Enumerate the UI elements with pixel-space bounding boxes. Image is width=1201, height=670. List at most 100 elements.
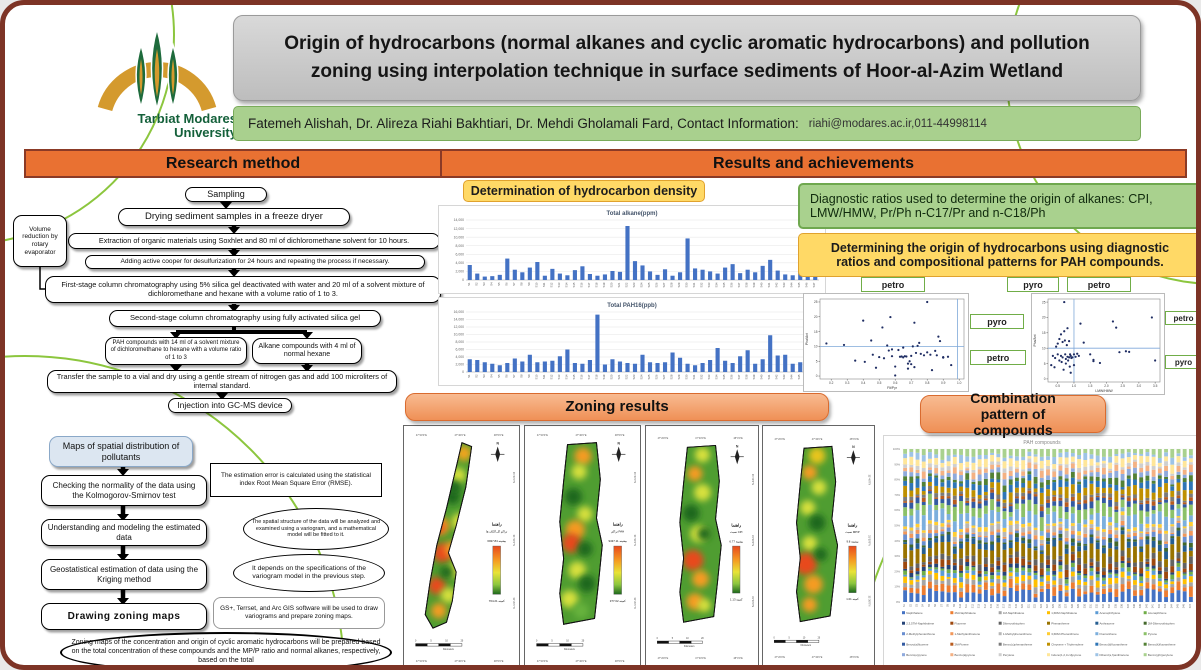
total-pah16-chart: Total PAH16(ppb) 0 2,000 4,000 6,000 8,000 10,… bbox=[454, 303, 819, 379]
svg-text:0: 0 bbox=[816, 374, 818, 378]
svg-text:S22: S22 bbox=[624, 374, 628, 379]
scatter1-panel: 0.2 0.3 0.4 0.5 0.6 0.7 0.8 0.9 1.0 0 5 10 15 20 25 Flt… bbox=[803, 293, 969, 392]
svg-text:S24: S24 bbox=[640, 374, 644, 379]
svg-text:S3: S3 bbox=[482, 374, 486, 378]
svg-text:0: 0 bbox=[462, 278, 464, 282]
svg-text:20: 20 bbox=[582, 641, 585, 643]
svg-text:2M-Dibenzothiophen: 2M-Dibenzothiophen bbox=[1148, 622, 1175, 626]
svg-text:S10: S10 bbox=[959, 603, 962, 608]
svg-text:Kilometers: Kilometers bbox=[801, 644, 812, 647]
svg-text:S19: S19 bbox=[602, 374, 606, 379]
svg-text:70%: 70% bbox=[894, 493, 900, 497]
svg-text:Benzo(a)pyrene: Benzo(a)pyrene bbox=[955, 653, 976, 657]
svg-text:کمینه 764.21: کمینه 764.21 bbox=[489, 599, 506, 603]
svg-text:5: 5 bbox=[430, 641, 432, 643]
svg-text:47°40'0"E: 47°40'0"E bbox=[455, 434, 466, 437]
svg-text:S16: S16 bbox=[579, 282, 583, 287]
flow-extraction: Extraction of organic materials using So… bbox=[68, 233, 440, 249]
svg-text:0: 0 bbox=[1044, 377, 1046, 381]
svg-text:48°0'0"E: 48°0'0"E bbox=[733, 437, 743, 440]
svg-text:S11: S11 bbox=[542, 374, 546, 379]
svg-text:S12: S12 bbox=[971, 603, 974, 608]
svg-text:47°40'0"E: 47°40'0"E bbox=[695, 437, 706, 440]
note-depends: It depends on the specifications of the … bbox=[233, 554, 385, 592]
svg-text:S6: S6 bbox=[504, 282, 508, 286]
svg-text:20: 20 bbox=[701, 638, 704, 640]
svg-text:S2: S2 bbox=[909, 603, 912, 607]
svg-text:20: 20 bbox=[461, 641, 464, 643]
svg-text:12,000: 12,000 bbox=[454, 227, 464, 231]
flow-modeling: Understanding and modeling the estimated… bbox=[41, 519, 207, 546]
svg-text:S2: S2 bbox=[474, 282, 478, 286]
svg-text:2.0: 2.0 bbox=[1104, 384, 1109, 388]
svg-text:S47: S47 bbox=[1189, 603, 1192, 608]
poster-title: Origin of hydrocarbons (normal alkanes a… bbox=[233, 15, 1141, 101]
svg-text:S15: S15 bbox=[990, 603, 993, 608]
authors-text: Fatemeh Alishah, Dr. Alireza Riahi Bakht… bbox=[248, 116, 799, 131]
flow-kriging: Geostatistical estimation of data using … bbox=[41, 559, 207, 590]
svg-text:بیشینه 9.8: بیشینه 9.8 bbox=[846, 539, 858, 543]
svg-text:5: 5 bbox=[672, 638, 674, 640]
svg-text:PAH compounds: PAH compounds bbox=[1023, 440, 1061, 446]
svg-text:S10: S10 bbox=[534, 282, 538, 287]
flow-normality: Checking the normality of the data using… bbox=[41, 475, 207, 506]
svg-text:Flt/Pyr: Flt/Pyr bbox=[887, 386, 898, 390]
pah-compounds-chart: PAH compounds 0% 10% 20% 30% 40% 50% 60% 70% 80% 9… bbox=[893, 440, 1194, 657]
svg-text:0.4: 0.4 bbox=[861, 381, 866, 385]
svg-text:0.2: 0.2 bbox=[829, 381, 834, 385]
svg-text:S41: S41 bbox=[1152, 603, 1155, 608]
svg-text:47°40'0"E: 47°40'0"E bbox=[812, 438, 823, 441]
svg-text:1-Methylanthracene: 1-Methylanthracene bbox=[955, 632, 981, 636]
svg-text:4,000: 4,000 bbox=[456, 355, 465, 359]
svg-text:S13: S13 bbox=[978, 603, 981, 608]
svg-text:Anthracene: Anthracene bbox=[1100, 622, 1115, 626]
svg-text:15: 15 bbox=[814, 330, 818, 334]
svg-text:2-Methylphenanthrene: 2-Methylphenanthrene bbox=[906, 632, 935, 636]
svg-text:S19: S19 bbox=[1015, 603, 1018, 608]
svg-text:S25: S25 bbox=[1052, 603, 1055, 608]
svg-text:Kilometers: Kilometers bbox=[443, 648, 455, 651]
svg-text:Total alkane(ppm): Total alkane(ppm) bbox=[607, 211, 658, 217]
svg-text:47°20'0"E: 47°20'0"E bbox=[658, 657, 669, 660]
svg-text:16,000: 16,000 bbox=[454, 310, 464, 314]
svg-text:Benzo(b)fluoranthene: Benzo(b)fluoranthene bbox=[1100, 643, 1128, 647]
svg-text:Pha/Ant: Pha/Ant bbox=[805, 333, 809, 345]
svg-text:S27: S27 bbox=[662, 374, 666, 379]
svg-text:S44: S44 bbox=[1170, 603, 1173, 608]
svg-text:S31: S31 bbox=[1089, 603, 1092, 608]
svg-text:S26: S26 bbox=[655, 374, 659, 379]
svg-text:31°40'0"N: 31°40'0"N bbox=[751, 474, 754, 485]
flow-copper: Adding active cooper for desulfurization… bbox=[85, 255, 425, 269]
svg-text:31°20'0"N: 31°20'0"N bbox=[633, 597, 636, 608]
svg-text:S13: S13 bbox=[557, 374, 561, 379]
svg-text:5: 5 bbox=[788, 637, 790, 639]
svg-text:N: N bbox=[736, 444, 739, 448]
svg-text:S1: S1 bbox=[467, 374, 471, 378]
svg-text:2M-Naphthalene: 2M-Naphthalene bbox=[955, 611, 977, 615]
svg-text:S14: S14 bbox=[984, 603, 987, 608]
svg-text:S12: S12 bbox=[549, 282, 553, 287]
svg-text:1.0: 1.0 bbox=[957, 381, 962, 385]
svg-text:S24: S24 bbox=[1046, 603, 1049, 608]
svg-text:S28: S28 bbox=[670, 282, 674, 287]
svg-text:0.5: 0.5 bbox=[877, 381, 882, 385]
svg-text:S9: S9 bbox=[527, 282, 531, 286]
svg-text:S21: S21 bbox=[1027, 603, 1030, 608]
svg-text:S32: S32 bbox=[700, 282, 704, 287]
svg-text:بیشینه 9437.11: بیشینه 9437.11 bbox=[608, 539, 627, 543]
svg-text:0%: 0% bbox=[896, 600, 901, 604]
svg-text:S20: S20 bbox=[609, 282, 613, 287]
svg-text:S21: S21 bbox=[617, 282, 621, 287]
scatter1-label-petro-side: petro bbox=[970, 350, 1026, 365]
total-pah16-panel: Total PAH16(ppb) 0 2,000 4,000 6,000 8,000 10,… bbox=[438, 297, 826, 386]
svg-text:48°0'0"E: 48°0'0"E bbox=[850, 656, 860, 659]
svg-text:S43: S43 bbox=[782, 282, 786, 287]
svg-text:راهنما: راهنما bbox=[613, 522, 623, 528]
svg-text:S13: S13 bbox=[557, 282, 561, 287]
combination-pattern-header: Combination pattern of compounds bbox=[920, 390, 1106, 438]
svg-text:S8: S8 bbox=[519, 282, 523, 286]
svg-text:90%: 90% bbox=[894, 462, 900, 466]
svg-text:S35: S35 bbox=[722, 374, 726, 379]
svg-text:30%: 30% bbox=[894, 554, 900, 558]
note-conclusion: Zoning maps of the concentration and ori… bbox=[60, 632, 392, 665]
